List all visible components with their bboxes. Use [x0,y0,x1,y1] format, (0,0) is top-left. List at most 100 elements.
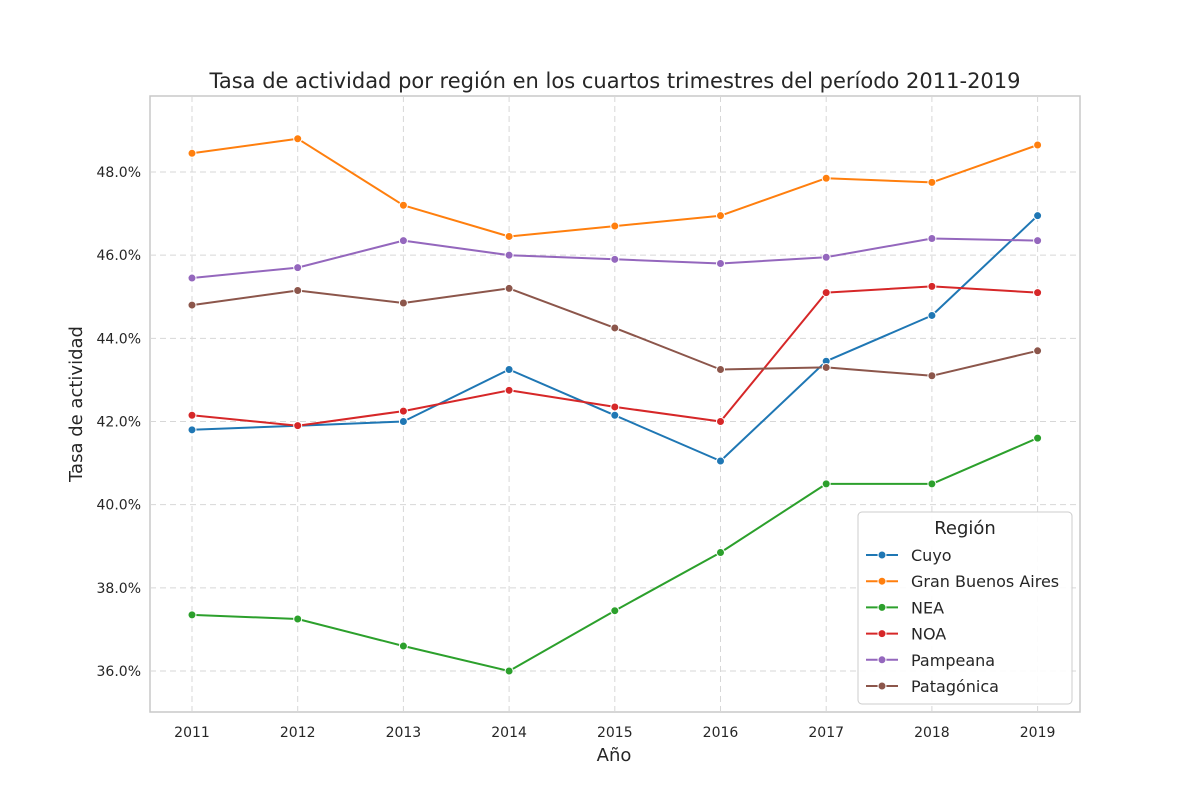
y-tick-label: 36.0% [97,664,141,680]
data-point-gran-buenos-aires [821,173,831,183]
y-tick-label: 40.0% [97,498,141,514]
x-tick-label: 2012 [280,725,316,741]
chart-title: Tasa de actividad por región en los cuar… [208,69,1020,93]
data-point-patagonica [716,365,725,375]
data-point-gran-buenos-aires [398,200,408,210]
data-point-gran-buenos-aires [1033,140,1043,150]
legend-marker [877,629,887,639]
x-tick-label: 2011 [174,725,210,741]
data-point-nea [610,606,620,616]
legend-marker [877,655,887,665]
data-point-cuyo [716,456,725,466]
legend-marker [877,550,887,560]
x-axis-ticks: 2011 2012 2013 2014 2015 2016 2017 2018 2019 [174,725,1055,741]
y-axis-ticks: 36.0% 38.0% 40.0% 42.0% 44.0% 46.0% 48.0% [97,165,141,680]
data-point-noa [293,421,303,431]
data-point-cuyo [1033,211,1043,221]
data-point-patagonica [821,362,831,372]
data-point-gran-buenos-aires [610,221,620,231]
data-point-patagonica [398,298,408,308]
data-point-gran-buenos-aires [716,211,725,221]
data-point-gran-buenos-aires [187,148,197,158]
y-axis-label: Tasa de actividad [66,326,87,483]
legend-label: Gran Buenos Aires [911,572,1059,591]
data-point-patagonica [927,371,937,381]
data-point-noa [610,402,620,412]
x-tick-label: 2016 [703,725,739,741]
data-point-noa [716,417,725,426]
legend-label: Pampeana [911,651,995,670]
x-tick-label: 2013 [386,725,422,741]
data-point-patagonica [504,283,514,293]
data-point-cuyo [398,417,408,426]
legend-box [857,511,1073,705]
legend-label: NEA [911,598,944,617]
legend-entry-gran-buenos-aires: Gran Buenos Aires [866,572,1059,591]
data-point-cuyo [504,365,514,375]
data-point-patagonica [610,323,620,333]
series-gran-buenos-aires [187,134,1043,241]
y-tick-label: 42.0% [97,415,141,431]
series-pampeana [187,234,1043,283]
y-tick-label: 38.0% [97,581,141,597]
data-point-cuyo [927,310,937,320]
x-tick-label: 2019 [1020,725,1056,741]
data-point-gran-buenos-aires [927,177,937,187]
data-point-patagonica [187,300,197,310]
legend-title: Región [934,518,996,539]
y-tick-label: 48.0% [97,165,141,181]
legend-items: Cuyo Gran Buenos Aires NEA NOA Pampeana Patag… [866,546,1059,696]
data-point-pampeana [293,263,303,273]
data-point-noa [1033,288,1043,298]
data-point-cuyo [187,425,197,435]
legend-marker [877,576,887,586]
data-point-nea [293,614,303,624]
data-point-nea [1033,433,1043,443]
legend-marker [877,681,887,691]
data-point-nea [927,479,937,489]
data-point-nea [398,641,408,651]
x-tick-label: 2014 [491,725,527,741]
x-tick-label: 2018 [914,725,950,741]
y-tick-label: 44.0% [97,331,141,347]
legend-marker [877,602,887,612]
legend-entry-patagonica: Patagónica [866,677,999,696]
data-point-pampeana [716,258,725,268]
data-point-noa [187,410,197,420]
legend-entry-cuyo: Cuyo [866,546,952,565]
data-point-gran-buenos-aires [293,134,303,144]
legend-label: Cuyo [911,546,952,565]
x-axis-label: Año [597,745,632,766]
x-tick-label: 2015 [597,725,633,741]
data-point-pampeana [504,250,514,260]
data-point-pampeana [927,234,937,244]
data-point-patagonica [1033,346,1043,356]
data-point-noa [927,281,937,291]
data-point-pampeana [398,236,408,246]
data-point-nea [504,666,514,676]
data-point-nea [187,610,197,620]
data-point-noa [821,288,831,298]
x-tick-label: 2017 [808,725,844,741]
data-point-nea [716,547,725,557]
data-point-pampeana [1033,236,1043,246]
data-point-pampeana [610,254,620,264]
data-point-gran-buenos-aires [504,231,514,241]
series-noa [187,281,1043,431]
data-point-pampeana [821,252,831,262]
series-nea [187,433,1043,676]
legend-label: Patagónica [911,677,999,696]
data-point-pampeana [187,273,197,283]
data-point-patagonica [293,286,303,296]
data-point-nea [821,479,831,489]
legend-entry-noa: NOA [866,625,946,644]
data-point-noa [398,406,408,416]
data-point-noa [504,385,514,395]
legend-label: NOA [911,625,946,644]
data-point-cuyo [610,410,620,420]
y-tick-label: 46.0% [97,248,141,264]
legend-entry-pampeana: Pampeana [866,651,995,670]
series-patagonica [187,283,1043,381]
series-layer [187,134,1043,676]
